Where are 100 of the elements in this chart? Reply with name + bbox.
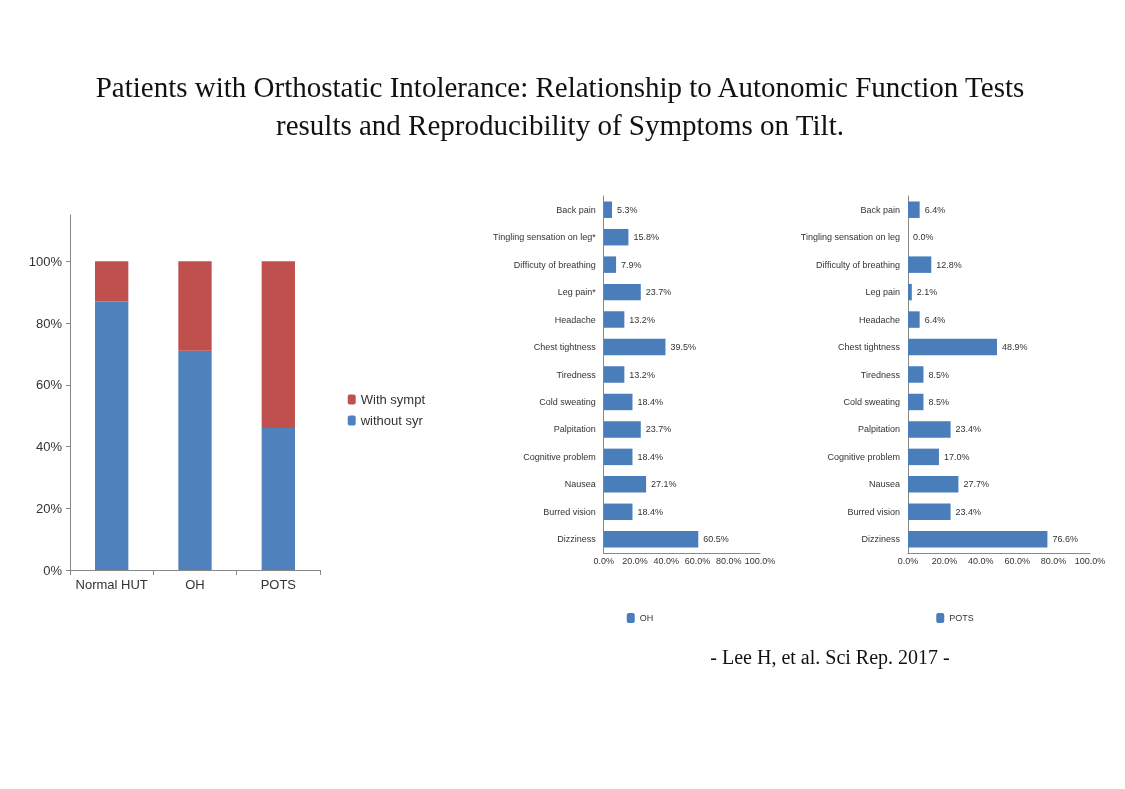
bar bbox=[178, 261, 212, 351]
y-tick-label: Tiredness bbox=[860, 369, 901, 380]
y-tick-label: Leg pain bbox=[865, 287, 900, 298]
y-tick-label: 0% bbox=[43, 562, 63, 578]
data-label: 6.4% bbox=[924, 314, 946, 325]
x-tick-label: 0.0% bbox=[593, 556, 614, 566]
bar bbox=[261, 428, 295, 570]
data-label: 8.5% bbox=[928, 396, 949, 407]
data-label: 7.9% bbox=[621, 259, 642, 270]
data-label: 48.9% bbox=[1002, 342, 1028, 353]
y-tick-label: 20% bbox=[35, 500, 63, 516]
data-label: 18.4% bbox=[637, 396, 664, 407]
bar bbox=[603, 311, 625, 328]
x-tick-label: POTS bbox=[260, 577, 297, 592]
x-tick-label: 80.0% bbox=[715, 556, 742, 566]
bar bbox=[95, 301, 129, 570]
y-tick-label: Cognitive problem bbox=[523, 451, 596, 462]
bar bbox=[603, 503, 633, 521]
bar bbox=[908, 366, 924, 383]
y-tick-label: Headache bbox=[554, 314, 596, 325]
y-tick-label: Difficuty of breathing bbox=[513, 259, 596, 270]
bar bbox=[603, 283, 641, 301]
bar bbox=[908, 311, 920, 328]
legend-label: POTS bbox=[949, 613, 974, 623]
data-label: 23.4% bbox=[955, 506, 982, 517]
x-tick-label: 60.0% bbox=[684, 556, 711, 566]
bar bbox=[603, 393, 633, 411]
x-tick-label: 20.0% bbox=[622, 556, 648, 566]
bar bbox=[908, 421, 951, 438]
bar bbox=[908, 503, 951, 521]
y-tick-label: Dizziness bbox=[861, 534, 901, 545]
bar bbox=[908, 201, 920, 218]
bar bbox=[908, 531, 1048, 548]
y-tick-label: 60% bbox=[35, 377, 63, 393]
bar bbox=[178, 350, 212, 570]
y-tick-label: Cold sweating bbox=[539, 396, 596, 407]
bar bbox=[908, 283, 912, 301]
bar bbox=[95, 261, 129, 302]
y-tick-label: Burred vision bbox=[847, 506, 900, 517]
x-tick-label: 100.0% bbox=[1074, 556, 1106, 566]
y-tick-label: Chest tightness bbox=[533, 342, 597, 353]
x-tick-label: 20.0% bbox=[931, 556, 958, 566]
y-tick-label: Difficulty of breathing bbox=[816, 259, 900, 270]
y-tick-label: Back pain bbox=[556, 204, 596, 215]
bar bbox=[908, 476, 959, 493]
y-tick-label: Tingling sensation on leg bbox=[800, 232, 900, 243]
x-tick-label: 0.0% bbox=[897, 556, 919, 566]
y-tick-label: Cold sweating bbox=[843, 396, 900, 407]
y-tick-label: Cognitive problem bbox=[827, 451, 900, 462]
x-tick-label: 40.0% bbox=[968, 556, 994, 566]
x-tick-label: 100.0% bbox=[744, 556, 776, 566]
bar bbox=[908, 256, 932, 273]
bar bbox=[908, 393, 924, 411]
y-tick-label: 40% bbox=[35, 439, 63, 455]
y-tick-label: Nausea bbox=[564, 479, 596, 490]
y-tick-label: Leg pain* bbox=[557, 287, 597, 298]
y-tick-label: Tingling sensation on leg* bbox=[492, 232, 597, 243]
data-label: 13.2% bbox=[629, 314, 655, 325]
data-label: 23.7% bbox=[645, 287, 672, 298]
data-label: 18.4% bbox=[637, 506, 664, 517]
y-tick-label: 80% bbox=[35, 315, 63, 331]
y-tick-label: Dizziness bbox=[557, 534, 597, 545]
data-label: 23.4% bbox=[955, 424, 982, 435]
x-tick-label: OH bbox=[185, 577, 205, 592]
data-label: 17.0% bbox=[943, 451, 970, 462]
data-label: 27.1% bbox=[651, 479, 677, 490]
y-tick-label: Chest tightness bbox=[837, 342, 901, 353]
data-label: 0.0% bbox=[913, 232, 934, 243]
data-label: 13.2% bbox=[629, 369, 655, 380]
data-label: 15.8% bbox=[633, 232, 659, 243]
y-tick-label: Burred vision bbox=[543, 506, 596, 517]
bar bbox=[603, 201, 613, 218]
data-label: 39.5% bbox=[670, 342, 696, 353]
legend-label: OH bbox=[639, 613, 654, 623]
bar bbox=[908, 338, 997, 356]
y-tick-label: Tiredness bbox=[556, 369, 597, 380]
x-tick-label: 40.0% bbox=[653, 556, 680, 566]
y-tick-label: Back pain bbox=[860, 204, 900, 215]
y-tick-label: Palpitation bbox=[857, 424, 900, 435]
bar bbox=[261, 261, 295, 428]
y-tick-label: Palpitation bbox=[553, 424, 596, 435]
data-label: 6.4% bbox=[924, 204, 946, 215]
bar bbox=[603, 228, 629, 246]
bar bbox=[603, 421, 641, 438]
bar bbox=[603, 366, 625, 383]
bar bbox=[603, 338, 666, 356]
data-label: 5.3% bbox=[617, 204, 638, 215]
text: - Lee H, et al. Sci Rep. 2017 - bbox=[709, 646, 951, 669]
bar bbox=[603, 531, 699, 548]
data-label: 23.7% bbox=[645, 424, 672, 435]
data-label: 76.6% bbox=[1052, 534, 1078, 545]
legend-label: With sympt bbox=[360, 392, 426, 407]
bar bbox=[603, 256, 617, 273]
legend-label: without syr bbox=[359, 413, 424, 428]
x-tick-label: Normal HUT bbox=[75, 577, 148, 592]
data-label: 27.7% bbox=[963, 479, 989, 490]
data-label: 2.1% bbox=[916, 287, 938, 298]
bar bbox=[603, 476, 647, 493]
data-label: 8.5% bbox=[928, 369, 949, 380]
data-label: 18.4% bbox=[637, 451, 664, 462]
